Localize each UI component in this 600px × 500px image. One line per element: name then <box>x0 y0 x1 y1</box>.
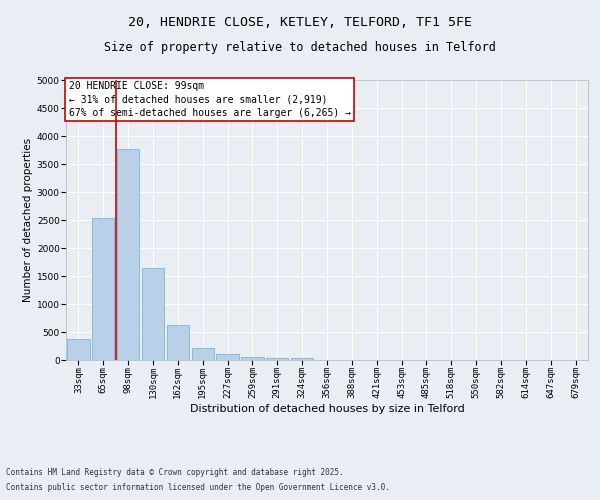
Bar <box>191 348 214 360</box>
Bar <box>217 354 239 360</box>
Bar <box>67 338 89 360</box>
Bar <box>92 218 115 360</box>
Text: 20, HENDRIE CLOSE, KETLEY, TELFORD, TF1 5FE: 20, HENDRIE CLOSE, KETLEY, TELFORD, TF1 … <box>128 16 472 29</box>
Text: Size of property relative to detached houses in Telford: Size of property relative to detached ho… <box>104 41 496 54</box>
Y-axis label: Number of detached properties: Number of detached properties <box>23 138 32 302</box>
Bar <box>241 356 263 360</box>
Bar <box>167 326 189 360</box>
Text: 20 HENDRIE CLOSE: 99sqm
← 31% of detached houses are smaller (2,919)
67% of semi: 20 HENDRIE CLOSE: 99sqm ← 31% of detache… <box>68 82 350 118</box>
Bar <box>266 358 289 360</box>
Bar <box>142 268 164 360</box>
Text: Contains public sector information licensed under the Open Government Licence v3: Contains public sector information licen… <box>6 483 390 492</box>
Text: Contains HM Land Registry data © Crown copyright and database right 2025.: Contains HM Land Registry data © Crown c… <box>6 468 344 477</box>
X-axis label: Distribution of detached houses by size in Telford: Distribution of detached houses by size … <box>190 404 464 414</box>
Bar <box>117 150 139 360</box>
Bar <box>291 358 313 360</box>
